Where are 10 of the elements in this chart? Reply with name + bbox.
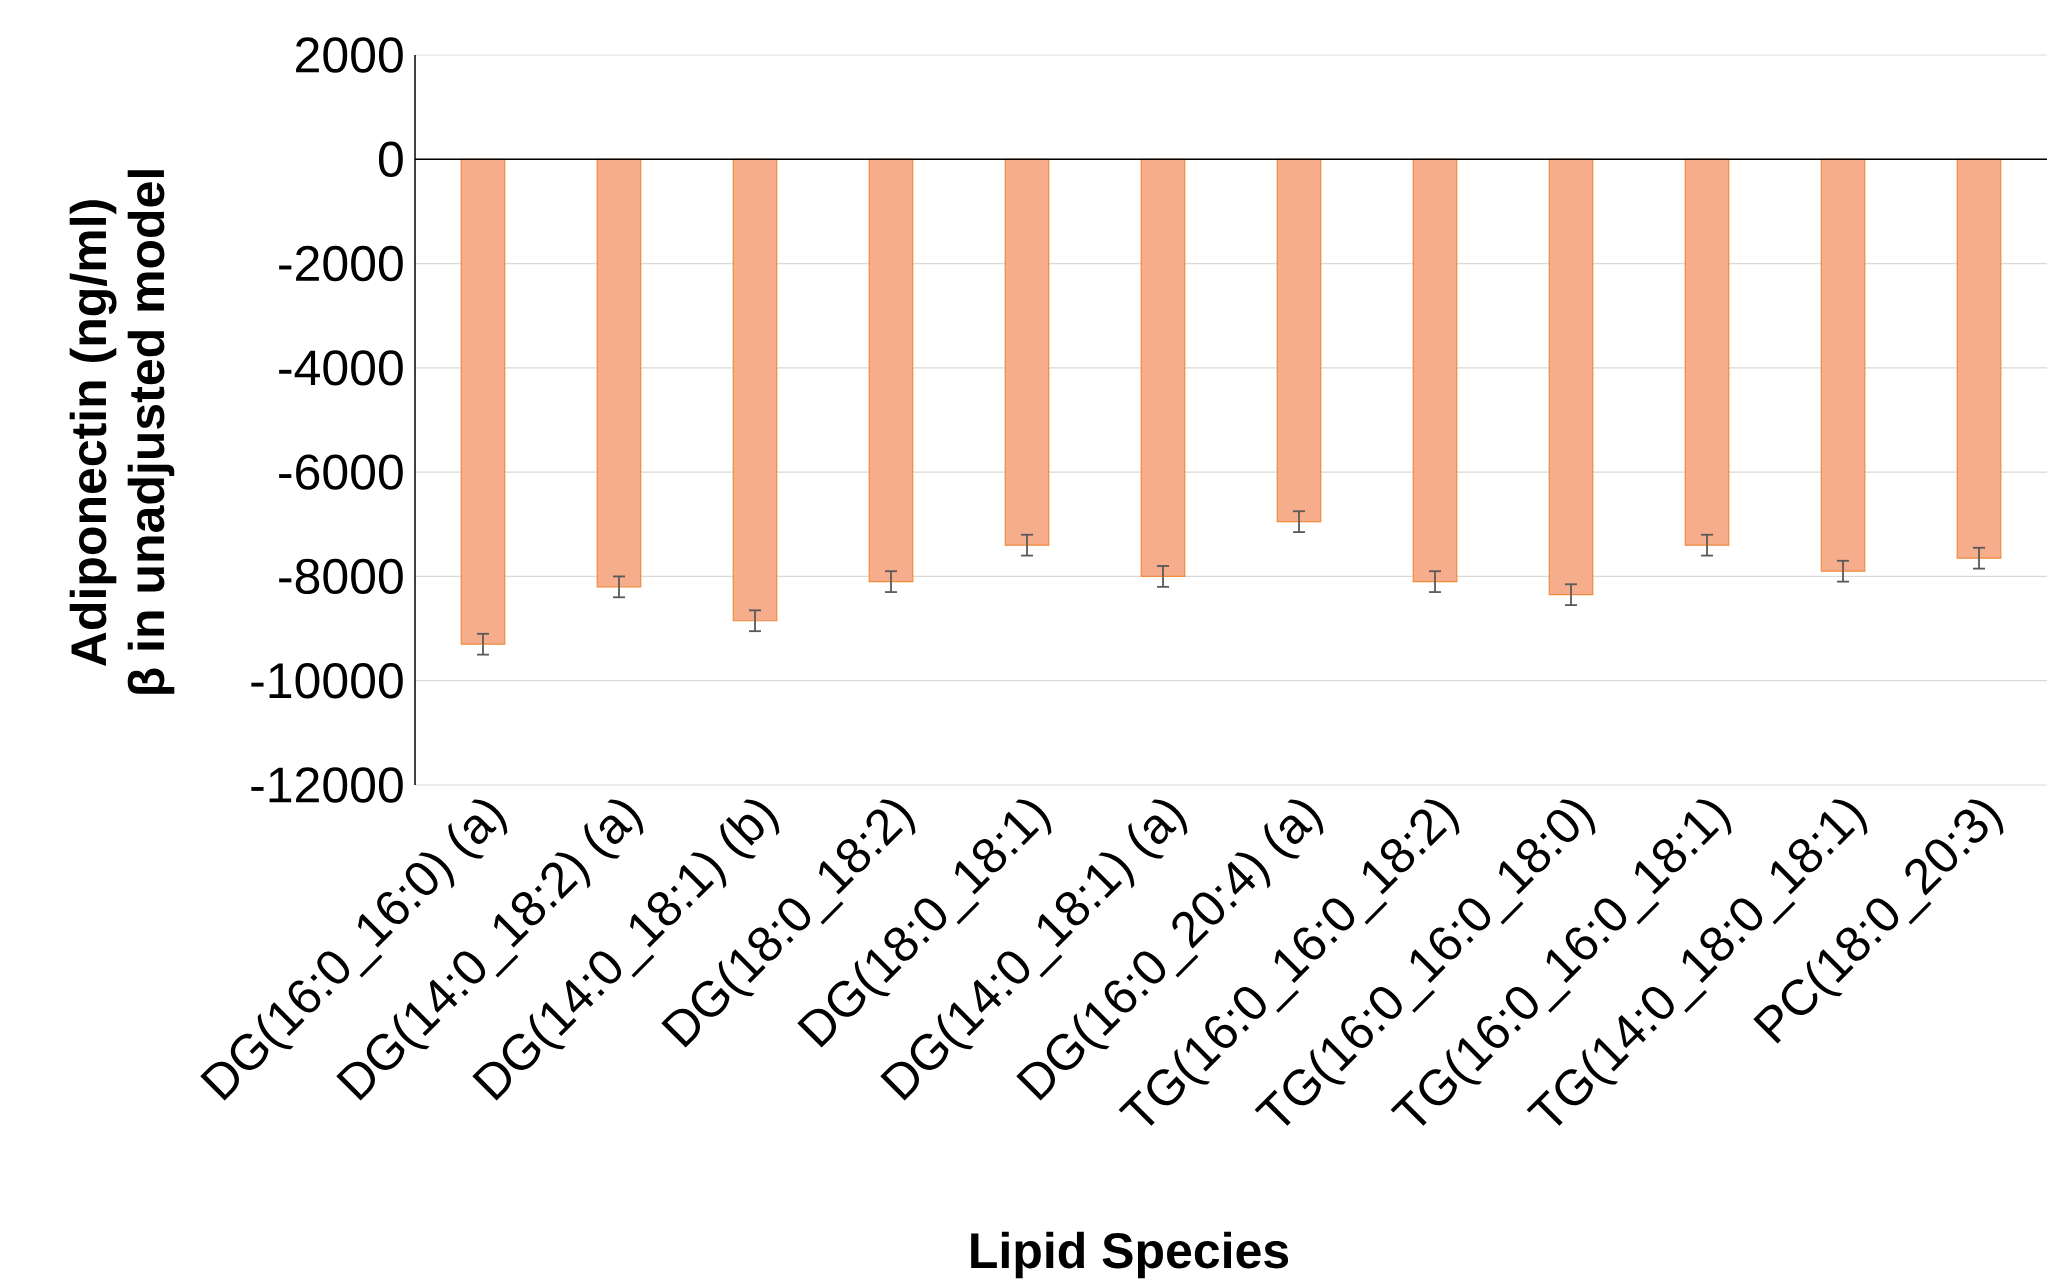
x-axis-title: Lipid Species — [971, 1231, 1289, 1279]
y-tick-label: -6000 — [279, 454, 403, 490]
y-tick-label: -2000 — [279, 245, 403, 282]
y-tick-label: -8000 — [279, 558, 403, 595]
y-tick-label: -12000 — [251, 767, 403, 803]
y-axis-title: Adiponectin (ng/ml) β in unadjusted model — [69, 170, 175, 694]
y-tick-label: -10000 — [251, 663, 403, 699]
y-tick-label: 0 — [378, 141, 403, 177]
y-tick-label: 2000 — [296, 37, 403, 73]
y-tick-label: -4000 — [279, 350, 403, 386]
